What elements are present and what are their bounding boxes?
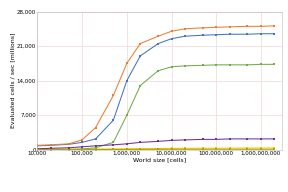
X-axis label: World size [cells]: World size [cells] (133, 158, 186, 163)
Y-axis label: Evaluated cells / sec [millions]: Evaluated cells / sec [millions] (10, 33, 16, 128)
